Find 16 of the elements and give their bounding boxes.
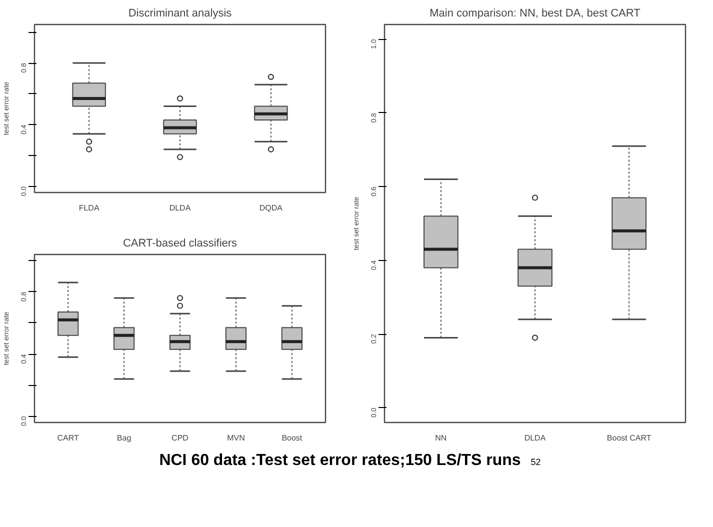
text: NCI 60 data :Test set error rates;150 LS/TS runs <box>159 452 521 469</box>
x-tick-label: MVN <box>227 434 246 442</box>
x-tick-label: Boost <box>282 434 303 442</box>
x-tick-label: NN <box>435 434 447 442</box>
x-tick-label: DLDA <box>169 204 192 212</box>
chart-title: CART-based classifiers <box>122 238 238 250</box>
x-tick-label: DLDA <box>524 434 546 442</box>
x-tick-label: DQDA <box>259 204 284 212</box>
x-tick-label: CPD <box>172 434 189 442</box>
x-tick-label: CART <box>57 434 80 442</box>
chart-title: Main comparison: NN, best DA, best CART <box>430 8 641 20</box>
x-tick-label: Bag <box>116 434 132 442</box>
text: 52 <box>530 457 541 467</box>
x-tick-label: FLDA <box>78 204 100 212</box>
chart-title: Discriminant analysis <box>128 8 232 20</box>
x-tick-label: Boost CART <box>606 434 652 442</box>
